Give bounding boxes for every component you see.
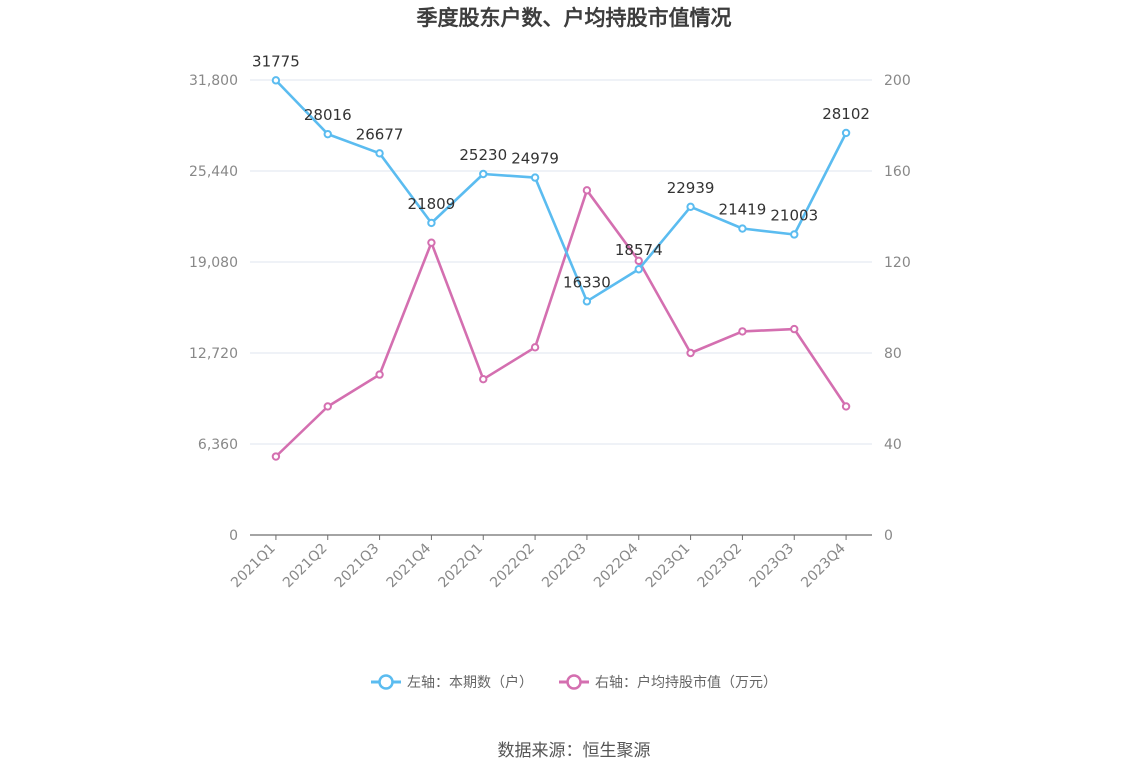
data-point-shareholder-count[interactable] <box>479 169 488 179</box>
legend-item-left-series[interactable]: 左轴：本期数（户） <box>371 672 533 692</box>
legend-item-right-series[interactable]: 右轴：户均持股市值（万元） <box>559 672 777 692</box>
series-line-avg-holding-value <box>274 189 848 458</box>
data-point-avg-holding-value[interactable] <box>686 348 695 358</box>
data-point-shareholder-count[interactable] <box>686 202 695 211</box>
chart-title: 季度股东户数、户均持股市值情况 <box>416 6 732 30</box>
x-tick-label: 2022Q3 <box>539 541 590 592</box>
data-point-shareholder-count[interactable] <box>738 224 747 233</box>
data-label-shareholder-count: 31775 <box>252 52 300 70</box>
y-right-tick-label: 40 <box>884 437 902 453</box>
x-tick-label: 2023Q2 <box>695 541 746 592</box>
data-point-shareholder-count[interactable] <box>530 173 540 182</box>
data-label-shareholder-count: 24979 <box>511 150 559 168</box>
data-source: 数据来源：恒生聚源 <box>497 741 651 761</box>
legend-left-label: 左轴：本期数（户） <box>407 675 533 691</box>
y-left-tick-label: 31,800 <box>189 73 238 89</box>
data-point-shareholder-count[interactable] <box>841 128 851 138</box>
data-label-shareholder-count: 18574 <box>615 241 663 259</box>
x-tick-label: 2022Q4 <box>591 540 642 591</box>
legend: 左轴：本期数（户） 右轴：户均持股市值（万元） <box>0 672 1148 692</box>
y-left-tick-label: 12,720 <box>189 346 238 362</box>
data-label-shareholder-count: 21419 <box>719 201 767 219</box>
y-right-tick-label: 80 <box>884 346 902 362</box>
series-line-shareholder-count <box>274 79 848 303</box>
legend-right-marker-icon <box>559 674 589 690</box>
data-label-shareholder-count: 21003 <box>770 206 818 224</box>
y-right-tick-label: 0 <box>884 528 893 544</box>
data-point-shareholder-count[interactable] <box>790 230 799 239</box>
x-tick-label: 2021Q3 <box>332 541 383 592</box>
legend-right-label: 右轴：户均持股市值（万元） <box>595 675 777 691</box>
y-right-tick-label: 160 <box>884 164 911 180</box>
data-point-avg-holding-value[interactable] <box>790 324 799 334</box>
x-tick-label: 2023Q3 <box>746 541 797 592</box>
y-right-tick-label: 120 <box>884 255 911 271</box>
y-right-tick-label: 200 <box>884 73 911 89</box>
chart-plot: 0 0 6,360 40 12,720 80 19,080 120 25,440 160 31,80… <box>189 52 911 592</box>
data-label-shareholder-count: 21809 <box>408 195 456 213</box>
data-point-avg-holding-value[interactable] <box>479 374 488 384</box>
x-tick-label: 2022Q2 <box>487 541 538 592</box>
data-label-shareholder-count: 28102 <box>822 105 870 123</box>
data-point-avg-holding-value[interactable] <box>738 327 747 336</box>
data-point-avg-holding-value[interactable] <box>530 343 540 352</box>
data-point-avg-holding-value[interactable] <box>427 238 436 247</box>
y-left-tick-label: 19,080 <box>189 255 238 271</box>
x-tick-label: 2023Q1 <box>643 541 694 592</box>
data-point-avg-holding-value[interactable] <box>582 186 592 195</box>
data-point-shareholder-count[interactable] <box>375 149 384 158</box>
y-left-tick-label: 0 <box>229 528 238 544</box>
data-point-avg-holding-value[interactable] <box>375 370 384 379</box>
x-tick-label: 2021Q2 <box>280 541 331 592</box>
legend-left-marker-icon <box>371 674 401 690</box>
data-label-shareholder-count: 25230 <box>459 146 507 164</box>
data-point-shareholder-count[interactable] <box>427 218 436 228</box>
x-tick-label: 2021Q1 <box>228 541 279 592</box>
x-tick-label: 2021Q4 <box>384 540 435 591</box>
series-lines <box>271 76 851 461</box>
data-point-avg-holding-value[interactable] <box>841 402 851 411</box>
data-point-shareholder-count[interactable] <box>634 265 643 274</box>
data-point-shareholder-count[interactable] <box>271 76 281 85</box>
y-left-tick-label: 25,440 <box>189 164 238 180</box>
data-point-avg-holding-value[interactable] <box>323 402 332 411</box>
y-left-tick-label: 6,360 <box>198 437 238 453</box>
data-label-shareholder-count: 16330 <box>563 273 611 291</box>
data-label-shareholder-count: 26677 <box>356 125 404 143</box>
x-tick-label: 2023Q4 <box>798 540 849 591</box>
x-tick-label: 2022Q1 <box>435 541 486 592</box>
data-point-avg-holding-value[interactable] <box>634 256 643 266</box>
data-point-shareholder-count[interactable] <box>582 297 592 306</box>
data-point-shareholder-count[interactable] <box>323 129 332 139</box>
data-label-shareholder-count: 22939 <box>667 179 715 197</box>
data-label-shareholder-count: 28016 <box>304 106 352 124</box>
grid-lines <box>250 79 872 445</box>
data-point-avg-holding-value[interactable] <box>271 452 281 461</box>
